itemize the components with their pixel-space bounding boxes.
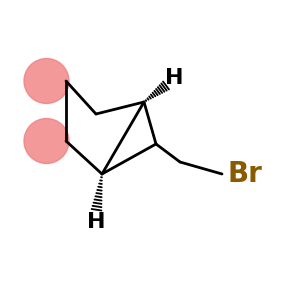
- Text: H: H: [165, 68, 183, 88]
- Circle shape: [24, 118, 69, 164]
- Text: Br: Br: [228, 160, 263, 188]
- Circle shape: [24, 58, 69, 104]
- Text: H: H: [87, 212, 105, 232]
